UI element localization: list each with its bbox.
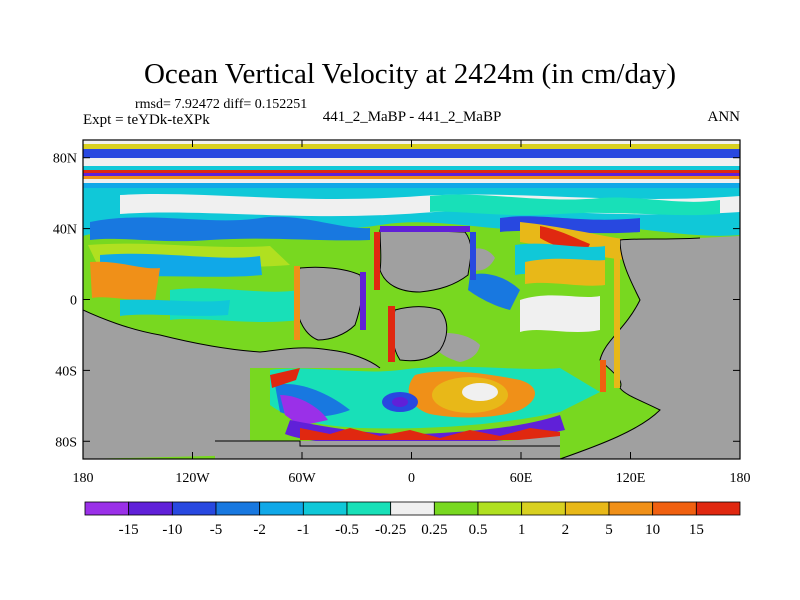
colorbar-swatch: [433, 501, 479, 516]
colorbar-label: 0.5: [469, 522, 488, 538]
land-central-south: [392, 306, 447, 361]
colorbar-label: -0.5: [335, 522, 359, 538]
experiment-label: Expt = teYDk-teXPk: [83, 112, 210, 128]
x-tick-label: 60W: [288, 471, 316, 486]
colorbar-swatch: [477, 501, 523, 516]
land-masses: [83, 229, 740, 459]
colorbar-label: 10: [645, 522, 660, 538]
y-tick-label: 40N: [53, 223, 77, 238]
land-central-islet: [430, 333, 480, 362]
southern-field: [270, 366, 600, 446]
x-tick-label: 120W: [175, 471, 210, 486]
colorbar-swatch: [521, 501, 566, 516]
land-antarctic-margin: [250, 436, 560, 447]
colorbar-label: 2: [562, 522, 570, 538]
stats-label: rmsd= 7.92472 diff= 0.152251: [135, 97, 307, 112]
colorbar-swatch: [608, 501, 654, 516]
season-label: ANN: [708, 109, 741, 125]
colorbar-label: 0.25: [421, 522, 447, 538]
colorbar-swatch: [259, 501, 304, 516]
colorbar-label: -0.25: [375, 522, 406, 538]
land-antarctic-west: [83, 420, 250, 459]
colorbar-label: 15: [689, 522, 704, 538]
coastal-cells: [294, 226, 620, 392]
y-tick-label: 40S: [55, 364, 77, 379]
y-tick-label: 0: [70, 294, 77, 309]
colorbar-swatch: [652, 501, 697, 516]
tropical-field: [88, 243, 605, 332]
colorbar-swatch: [128, 501, 173, 516]
x-axis: 180 120W 60W 0 60E 120E 180: [73, 140, 751, 486]
colorbar-swatch: [564, 501, 610, 516]
colorbar-label: -2: [253, 522, 266, 538]
colorbar-swatch: [390, 501, 435, 516]
colorbar-label: -1: [297, 522, 310, 538]
x-tick-label: 60E: [510, 471, 533, 486]
colorbar-label: -5: [210, 522, 223, 538]
x-tick-label: 0: [408, 471, 415, 486]
colorbar-swatch: [695, 501, 741, 516]
x-tick-label: 180: [730, 471, 751, 486]
map-plot-area: [83, 140, 740, 459]
land-central-west: [295, 267, 363, 340]
y-axis: 80N 40N 0 40S 80S: [53, 152, 740, 450]
land-east: [560, 236, 740, 459]
colorbar-label: 1: [518, 522, 526, 538]
x-tick-label: 180: [73, 471, 94, 486]
colorbar-swatch: [302, 501, 348, 516]
chart-title: Ocean Vertical Velocity at 2424m (in cm/…: [144, 58, 676, 90]
land-central-north: [380, 229, 472, 292]
colorbar-swatch: [346, 501, 392, 516]
y-tick-label: 80S: [55, 435, 77, 450]
land-south-pacific: [83, 310, 380, 459]
colorbar-swatch: [215, 501, 261, 516]
x-tick-label: 120E: [616, 471, 646, 486]
subtitle-label: 441_2_MaBP - 441_2_MaBP: [323, 109, 502, 125]
colorbar-swatch: [171, 501, 217, 516]
colorbar-label: 5: [605, 522, 613, 538]
colorbar-swatch: [84, 501, 130, 516]
colorbar-label: -15: [119, 522, 139, 538]
arctic-bands: [83, 140, 740, 188]
colorbar: -15 -10 -5 -2 -1 -0.5 -0.25 0.25 0.5 1 2 5 10 15: [84, 501, 741, 538]
y-tick-label: 80N: [53, 152, 77, 167]
colorbar-label: -10: [162, 522, 182, 538]
